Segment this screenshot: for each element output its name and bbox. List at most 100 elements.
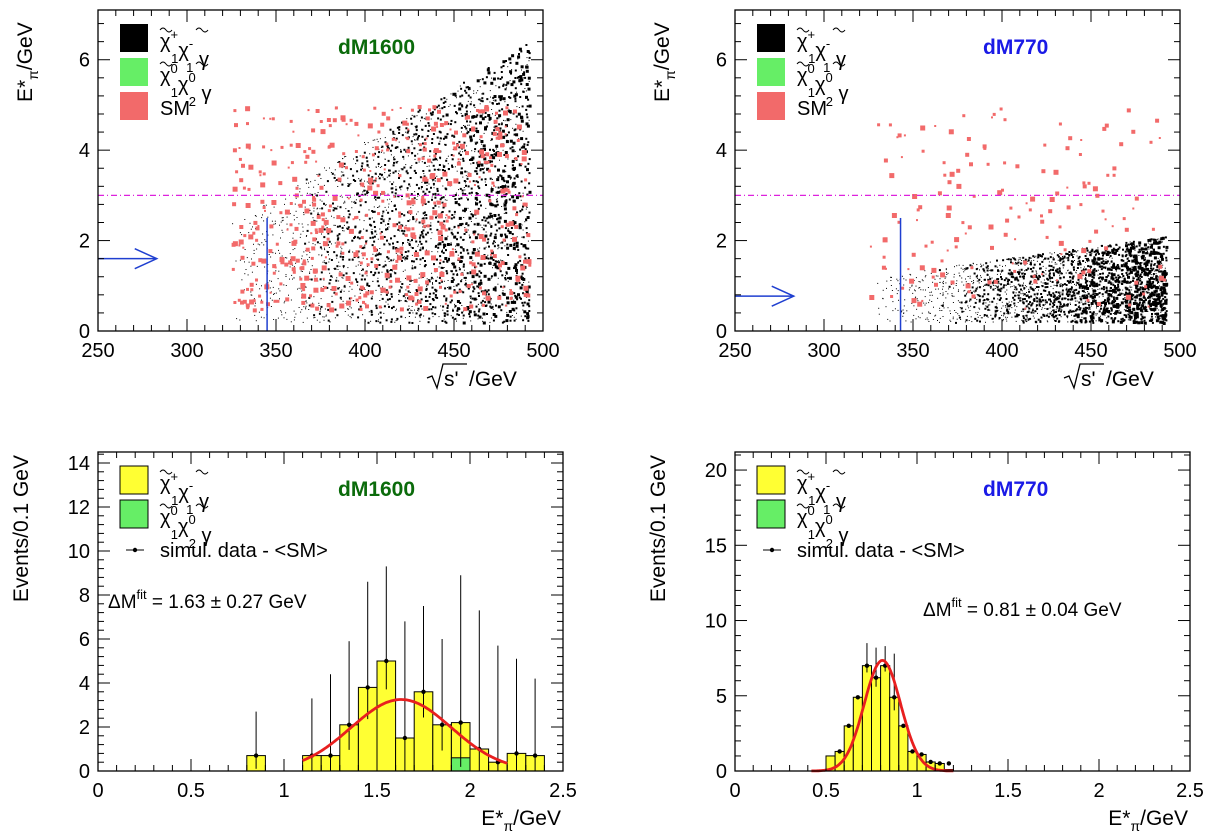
signal-point bbox=[1132, 266, 1136, 270]
sm-point bbox=[250, 288, 254, 292]
signal-point bbox=[989, 277, 992, 280]
signal-point bbox=[401, 283, 404, 285]
signal-point bbox=[366, 240, 368, 242]
sm-point bbox=[238, 157, 242, 161]
signal-point bbox=[419, 320, 421, 322]
signal-point bbox=[1147, 288, 1150, 291]
signal-point bbox=[974, 301, 977, 304]
sm-point bbox=[526, 293, 531, 298]
signal-point bbox=[1068, 288, 1070, 291]
signal-point bbox=[997, 280, 1000, 283]
signal-point bbox=[1006, 312, 1008, 314]
signal-point bbox=[1164, 236, 1167, 239]
signal-point bbox=[492, 267, 493, 269]
signal-point bbox=[411, 247, 414, 249]
signal-point bbox=[349, 306, 351, 308]
sm-point bbox=[302, 261, 307, 266]
signal-point bbox=[502, 84, 505, 87]
signal-point bbox=[410, 117, 413, 120]
signal-point bbox=[496, 117, 499, 120]
signal-point bbox=[390, 295, 393, 298]
signal-point bbox=[1094, 253, 1097, 256]
sm-point bbox=[490, 163, 494, 167]
signal-point bbox=[511, 307, 515, 311]
signal-point bbox=[1060, 305, 1063, 308]
signal-point bbox=[1109, 244, 1112, 247]
signal-point bbox=[1147, 240, 1150, 242]
signal-point bbox=[445, 297, 448, 300]
signal-point bbox=[1027, 261, 1029, 262]
signal-point bbox=[334, 242, 336, 244]
signal-point bbox=[464, 284, 466, 286]
signal-point bbox=[269, 287, 271, 289]
signal-point bbox=[1150, 318, 1153, 321]
signal-point bbox=[1082, 286, 1084, 288]
signal-point bbox=[382, 213, 384, 215]
signal-point bbox=[498, 123, 501, 126]
signal-point bbox=[968, 307, 970, 309]
signal-point bbox=[1044, 299, 1047, 302]
signal-point bbox=[1134, 311, 1137, 314]
signal-point bbox=[347, 226, 350, 229]
signal-point bbox=[895, 288, 897, 290]
signal-point bbox=[432, 283, 433, 285]
signal-point bbox=[309, 278, 311, 280]
signal-point bbox=[1084, 310, 1088, 314]
signal-point bbox=[432, 178, 435, 181]
signal-point bbox=[1067, 310, 1070, 313]
sm-point bbox=[238, 147, 241, 149]
signal-point bbox=[293, 266, 295, 268]
sm-point bbox=[341, 251, 345, 255]
signal-point bbox=[348, 183, 351, 186]
signal-point bbox=[1140, 321, 1144, 325]
signal-point bbox=[373, 220, 376, 223]
signal-point bbox=[462, 249, 465, 252]
signal-point bbox=[262, 214, 263, 216]
signal-point bbox=[986, 265, 989, 268]
signal-point bbox=[1156, 308, 1158, 310]
signal-point bbox=[508, 108, 510, 110]
signal-point bbox=[281, 314, 283, 316]
sm-point bbox=[395, 139, 398, 142]
sm-point bbox=[476, 109, 479, 112]
signal-point bbox=[479, 169, 482, 172]
signal-point bbox=[1159, 252, 1162, 255]
x-tick-label: 300 bbox=[170, 340, 203, 362]
signal-point bbox=[379, 253, 382, 256]
sm-point bbox=[251, 261, 256, 266]
signal-point bbox=[344, 202, 346, 204]
signal-point bbox=[1139, 273, 1142, 276]
signal-point bbox=[325, 190, 328, 193]
signal-point bbox=[378, 165, 379, 167]
sm-point bbox=[465, 151, 469, 156]
tilde-mark bbox=[195, 27, 209, 33]
signal-point bbox=[1084, 292, 1086, 294]
signal-point bbox=[1083, 287, 1086, 290]
signal-point bbox=[515, 267, 518, 270]
signal-point bbox=[484, 181, 486, 183]
sm-point bbox=[432, 210, 438, 216]
sm-point bbox=[406, 275, 412, 281]
signal-point bbox=[1145, 283, 1149, 287]
signal-point bbox=[446, 272, 449, 275]
signal-point bbox=[1007, 258, 1010, 261]
sm-point bbox=[260, 307, 264, 311]
signal-point bbox=[1137, 251, 1140, 254]
signal-point bbox=[955, 283, 957, 284]
sm-point bbox=[242, 186, 246, 190]
signal-point bbox=[1148, 278, 1149, 280]
signal-point bbox=[404, 297, 406, 299]
signal-point bbox=[1071, 277, 1074, 280]
signal-point bbox=[497, 305, 501, 309]
signal-point bbox=[1131, 268, 1134, 271]
signal-point bbox=[423, 146, 426, 149]
signal-point bbox=[1052, 258, 1055, 261]
signal-point bbox=[458, 107, 462, 111]
signal-point bbox=[1098, 305, 1099, 307]
sm-point bbox=[246, 306, 250, 310]
signal-point bbox=[436, 159, 438, 161]
signal-point bbox=[444, 169, 446, 172]
signal-point bbox=[453, 225, 456, 228]
sm-point bbox=[372, 246, 376, 250]
signal-point bbox=[525, 122, 529, 126]
